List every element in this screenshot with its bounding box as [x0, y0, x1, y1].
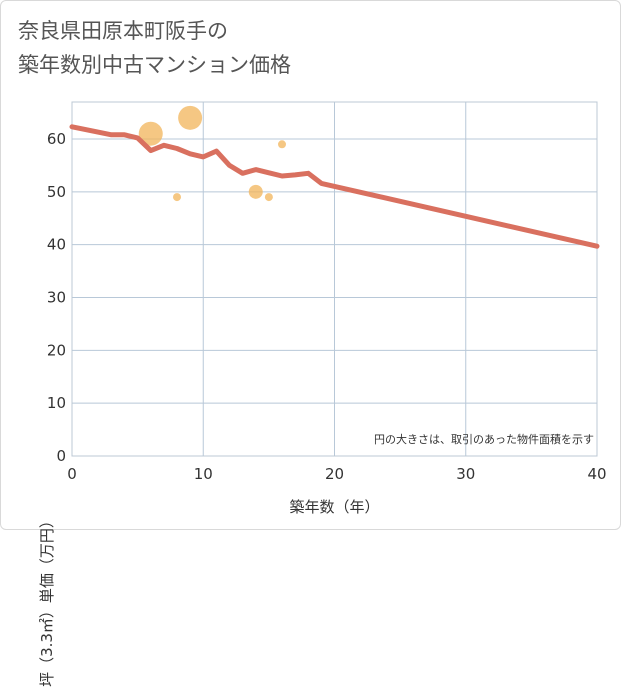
y-tick-label: 0 — [56, 447, 66, 465]
y-tick-label: 60 — [47, 130, 66, 148]
x-tick-label: 0 — [67, 465, 77, 483]
chart-frame — [0, 0, 621, 530]
trend-line — [69, 124, 600, 249]
x-tick-label: 20 — [325, 465, 344, 483]
scatter-point — [248, 184, 263, 199]
x-tick-label: 10 — [194, 465, 213, 483]
y-tick-label: 20 — [47, 341, 66, 359]
size-legend-note: 円の大きさは、取引のあった物件面積を示す — [374, 432, 594, 446]
scatter-point — [264, 193, 273, 202]
scatter-point — [278, 140, 286, 149]
grid-lines — [71, 102, 598, 457]
scatter-point — [173, 193, 181, 202]
x-tick-label: 30 — [456, 465, 475, 483]
chart-title: 奈良県田原本町阪手の 築年数別中古マンション価格 — [18, 14, 291, 82]
title-line-1: 奈良県田原本町阪手の — [18, 19, 228, 43]
x-axis-label: 築年数（年） — [289, 498, 380, 516]
chart-svg: 0 10 20 30 40 50 60 0 10 20 30 40 円の大きさは、取引のあった物件面積… — [47, 101, 607, 483]
y-tick-label: 10 — [47, 394, 66, 412]
title-line-2: 築年数別中古マンション価格 — [18, 53, 291, 77]
plot-area — [71, 101, 598, 457]
y-tick-label: 50 — [47, 183, 66, 201]
axis-ticks: 0 10 20 30 40 50 60 0 10 20 30 40 — [47, 130, 607, 483]
x-tick-label: 40 — [587, 465, 606, 483]
y-axis-label: 坪（3.3㎡）単価（万円） — [38, 513, 56, 687]
scatter-point — [178, 105, 203, 130]
y-tick-label: 40 — [47, 236, 66, 254]
bubble-layer — [138, 105, 286, 202]
y-tick-label: 30 — [47, 288, 66, 306]
scatter-point — [138, 121, 163, 146]
